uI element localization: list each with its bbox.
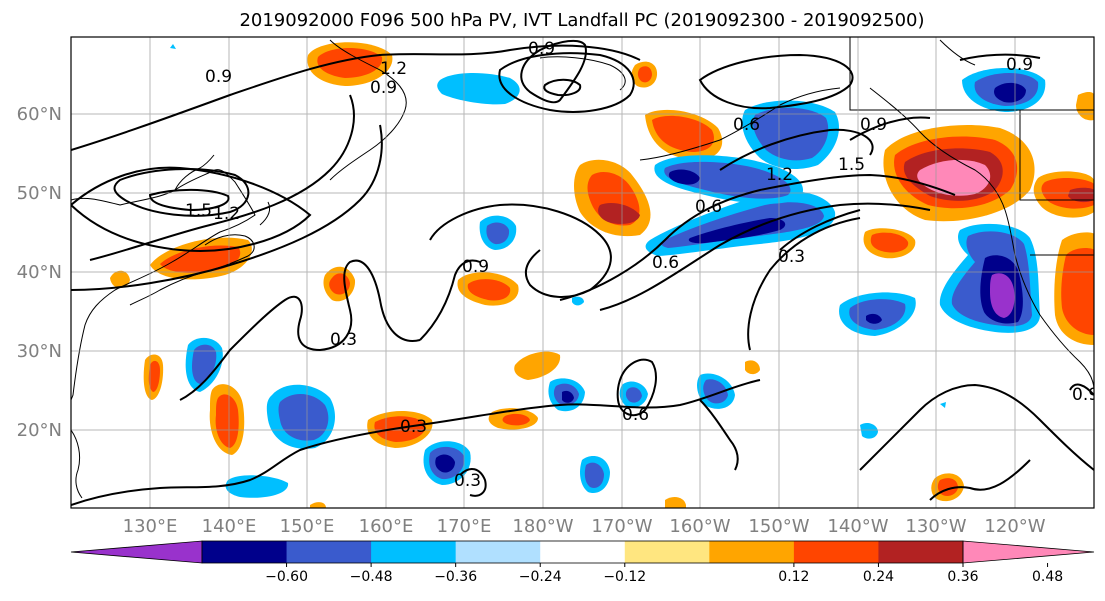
contour-label: 0.9 xyxy=(370,78,397,98)
colorbar-tick-label: −0.12 xyxy=(603,569,646,585)
graticule xyxy=(71,37,1094,508)
colorbar-segment xyxy=(793,541,879,563)
contour-label: 0.9 xyxy=(1072,385,1099,405)
colorbar-tick-label: 0.24 xyxy=(863,569,894,585)
ivt-contours xyxy=(71,39,1094,506)
contour-label: 0.9 xyxy=(462,257,489,277)
contour-label: 0.6 xyxy=(733,115,760,135)
lon-label: 150°E xyxy=(280,516,335,537)
contour-label: 0.9 xyxy=(860,115,887,135)
contour-label: 1.5 xyxy=(838,155,865,175)
colorbar-segment xyxy=(202,541,288,563)
pv-anomaly-field xyxy=(110,42,1094,508)
contour-label: 0.6 xyxy=(622,405,649,425)
contour-label: 0.6 xyxy=(652,253,679,273)
colorbar-tick-label: −0.60 xyxy=(265,569,308,585)
colorbar-segment xyxy=(371,541,457,563)
colorbar-tick-label: 0.36 xyxy=(947,569,978,585)
lon-label: 160°W xyxy=(669,516,730,537)
colorbar-outline xyxy=(201,540,964,564)
colorbar-tick-label: 0.48 xyxy=(1032,569,1063,585)
colorbar-tick-label: 0.12 xyxy=(778,569,809,585)
lat-label: 40°N xyxy=(17,262,62,283)
lon-label: 180°W xyxy=(512,516,573,537)
colorbar-segment xyxy=(709,541,795,563)
lon-label: 130°E xyxy=(123,516,178,537)
lat-label: 30°N xyxy=(17,341,62,362)
colorbar-segment xyxy=(624,541,710,563)
contour-label: 0.3 xyxy=(330,330,357,350)
lon-label: 130°W xyxy=(905,516,966,537)
map-title: 2019092000 F096 500 hPa PV, IVT Landfall… xyxy=(239,10,924,31)
lat-label: 20°N xyxy=(17,420,62,441)
colorbar-tick-label: −0.36 xyxy=(434,569,477,585)
contour-labels: 0.9 1.2 0.9 0.9 1.5 1.2 0.6 0.9 0.6 1.2 … xyxy=(185,39,1099,491)
contour-label: 0.9 xyxy=(528,39,555,59)
contour-label: 0.9 xyxy=(1006,55,1033,75)
latitude-labels: 60°N 50°N 40°N 30°N 20°N xyxy=(17,104,62,441)
lon-label: 160°E xyxy=(359,516,414,537)
contour-label: 0.3 xyxy=(400,417,427,437)
lon-label: 140°W xyxy=(827,516,888,537)
contour-label: 0.9 xyxy=(205,67,232,87)
contour-label: 0.6 xyxy=(695,197,722,217)
colorbar: −0.60 −0.48 −0.36 −0.24 −0.12 0.12 0.24 0.36 0.4… xyxy=(70,540,1095,585)
lon-label: 170°W xyxy=(591,516,652,537)
longitude-labels: 130°E 140°E 150°E 160°E 170°E 180°W 170°… xyxy=(123,516,1046,537)
lat-label: 50°N xyxy=(17,183,62,204)
colorbar-extension-low xyxy=(70,540,203,564)
lon-label: 170°E xyxy=(437,516,492,537)
lon-label: 140°E xyxy=(202,516,257,537)
lat-label: 60°N xyxy=(17,104,62,125)
map-frame xyxy=(70,36,1095,509)
lon-label: 150°W xyxy=(748,516,809,537)
colorbar-tick-label: −0.24 xyxy=(519,569,562,585)
lon-label: 120°W xyxy=(984,516,1045,537)
contour-label: 0.3 xyxy=(778,247,805,267)
contour-label: 0.3 xyxy=(454,471,481,491)
colorbar-extension-high xyxy=(962,540,1095,564)
colorbar-segment xyxy=(455,541,541,563)
map-area: 0.9 1.2 0.9 0.9 1.5 1.2 0.6 0.9 0.6 1.2 … xyxy=(71,37,1099,508)
contour-label: 1.5 xyxy=(185,201,212,221)
colorbar-segment xyxy=(878,541,964,563)
colorbar-tick-label: −0.48 xyxy=(350,569,393,585)
contour-label: 1.2 xyxy=(213,204,240,224)
contour-label: 1.2 xyxy=(766,165,793,185)
colorbar-segment xyxy=(540,541,626,563)
colorbar-segment xyxy=(286,541,372,563)
contour-label: 1.2 xyxy=(380,59,407,79)
coastlines xyxy=(71,37,1094,499)
